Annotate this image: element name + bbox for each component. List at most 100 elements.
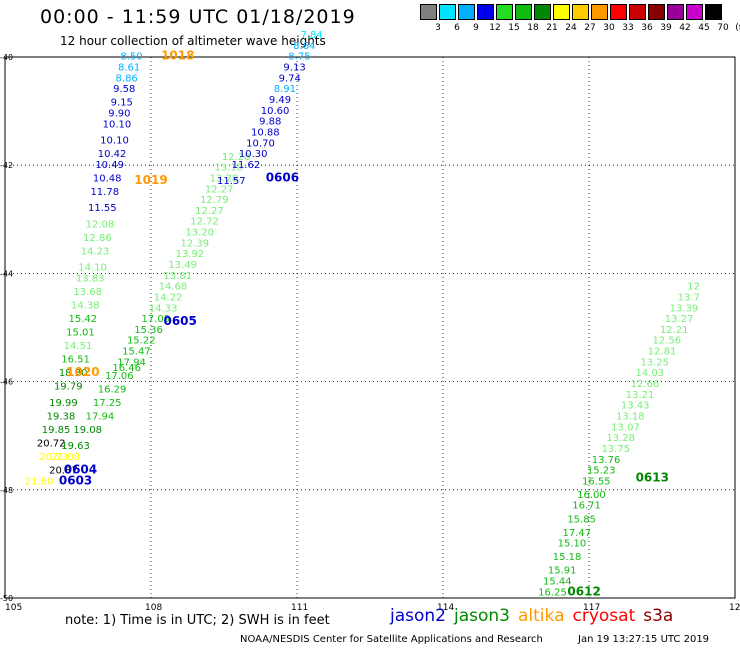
x-tick-label: 120 — [729, 603, 740, 613]
data-point-label: 13.28 — [606, 433, 635, 444]
data-point-label: 17.06 — [105, 371, 134, 382]
legend-entry-s3a: s3a — [643, 606, 674, 626]
y-tick-label: -42 — [0, 161, 13, 170]
data-point-label: 14.10 — [78, 263, 107, 274]
data-point-label: 16.25 — [538, 587, 567, 598]
data-point-label: 13.7 — [678, 292, 700, 303]
data-point-label: 10.70 — [246, 138, 275, 149]
page-title: 00:00 - 11:59 UTC 01/18/2019 — [40, 6, 356, 28]
data-point-label: 10.30 — [239, 149, 268, 160]
data-point-label: 8.91 — [274, 84, 296, 95]
data-point-label: 12.27 — [205, 184, 234, 195]
color-scale-swatch — [648, 4, 665, 20]
data-point-label: 13.20 — [185, 228, 214, 239]
data-point-label: 12.66 — [631, 379, 660, 390]
data-point-label: 14.23 — [81, 246, 110, 257]
color-scale-tick: 42 — [679, 23, 691, 33]
data-point-label: 21.80 — [25, 476, 54, 487]
data-point-label: 15.85 — [567, 514, 596, 525]
data-point-label: 9.88 — [259, 117, 281, 128]
data-point-label: 8.61 — [118, 63, 140, 74]
data-point-label: 13.43 — [621, 401, 650, 412]
data-point-label: 17.94 — [117, 357, 146, 368]
color-scale-tick: 6 — [454, 23, 460, 33]
color-scale-swatch — [610, 4, 627, 20]
data-point-label: 15.10 — [558, 539, 587, 550]
data-point-label: 9.90 — [108, 109, 130, 120]
color-scale-swatch — [534, 4, 551, 20]
data-point-label: 14.03 — [636, 368, 665, 379]
data-point-label: 11.57 — [217, 176, 246, 187]
color-scale-tick: 3 — [435, 23, 441, 33]
data-point-label: 10.10 — [103, 119, 132, 130]
color-scale-tick: 27 — [584, 23, 596, 33]
data-point-label: 12.39 — [180, 238, 209, 249]
data-point-label: 16.46 — [112, 363, 141, 374]
data-point-label: 13.81 — [163, 271, 192, 282]
pass-time-label: 1019 — [134, 173, 167, 187]
pass-time-label: 0604 — [64, 463, 97, 477]
legend-entry-altika: altika — [518, 606, 565, 626]
data-point-label: 19.85 — [42, 425, 71, 436]
data-point-label: 7.84 — [300, 30, 322, 41]
credit-line: NOAA/NESDIS Center for Satellite Applica… — [240, 634, 543, 645]
pass-time-label: 0612 — [567, 584, 600, 598]
data-point-label: 19.63 — [61, 441, 90, 452]
data-point-label: 13.68 — [73, 287, 102, 298]
data-point-label: 9.13 — [283, 63, 305, 74]
data-point-label: 17.25 — [93, 398, 122, 409]
color-scale-tick: 18 — [527, 23, 539, 33]
data-point-label: 13.49 — [168, 260, 197, 271]
data-point-label: 12.72 — [190, 217, 219, 228]
data-point-label: 15.22 — [127, 336, 156, 347]
data-point-label: 15.47 — [122, 347, 151, 358]
data-point-label: 14.51 — [64, 341, 93, 352]
data-point-label: 16.51 — [61, 355, 90, 366]
y-tick-label: -50 — [0, 594, 13, 603]
data-point-label: 10.49 — [95, 160, 124, 171]
data-point-label: 16.29 — [98, 384, 127, 395]
color-scale-swatch — [553, 4, 570, 20]
data-point-label: 13.10 — [215, 163, 244, 174]
data-point-label: 17.94 — [86, 411, 115, 422]
color-scale-tick: 24 — [565, 23, 577, 33]
data-point-label: 15.36 — [134, 325, 163, 336]
color-scale-swatch — [686, 4, 703, 20]
data-point-label: 13.21 — [626, 390, 655, 401]
satellite-legend: jason2 jason3 altika cryosat s3a — [390, 606, 681, 626]
color-scale-tick: 39 — [660, 23, 672, 33]
color-scale-tick: 15 — [508, 23, 520, 33]
data-point-label: 12.21 — [660, 325, 689, 336]
color-scale-swatch — [477, 4, 494, 20]
x-tick-label: 117 — [583, 603, 600, 613]
data-point-label: 14.38 — [71, 301, 100, 312]
data-point-label: 13.07 — [611, 422, 640, 433]
data-point-label: 9.74 — [279, 73, 301, 84]
data-point-label: 12.08 — [86, 219, 115, 230]
color-scale-tick: 33 — [622, 23, 634, 33]
data-point-label: 12.27 — [195, 206, 224, 217]
data-point-label: 11.78 — [90, 187, 119, 198]
data-point-label: 14.68 — [159, 282, 188, 293]
data-point-label: 20.73 — [39, 452, 68, 463]
data-point-label: 10.60 — [261, 106, 290, 117]
data-point-label: 13.39 — [670, 303, 699, 314]
data-point-label: 12.86 — [83, 233, 112, 244]
data-point-label: 13.83 — [76, 274, 105, 285]
data-point-label: 15.01 — [66, 328, 95, 339]
color-scale-swatch — [439, 4, 456, 20]
data-point-label: 12 — [687, 282, 700, 293]
footnote: note: 1) Time is in UTC; 2) SWH is in fe… — [65, 613, 330, 628]
data-point-label: 16.55 — [582, 476, 611, 487]
data-point-label: 9.15 — [111, 98, 133, 109]
data-point-label: 12.79 — [200, 195, 229, 206]
data-point-label: 14.33 — [149, 303, 178, 314]
data-point-label: 12.81 — [648, 347, 677, 358]
color-scale-tick: (ft) — [735, 23, 740, 33]
page-subtitle: 12 hour collection of altimeter wave hei… — [60, 34, 326, 48]
color-scale-swatch — [667, 4, 684, 20]
legend-entry-jason3: jason3 — [454, 606, 510, 626]
data-point-label: 12.28 — [222, 152, 251, 163]
data-point-label: 10.48 — [93, 173, 122, 184]
data-point-label: 15.18 — [553, 552, 582, 563]
